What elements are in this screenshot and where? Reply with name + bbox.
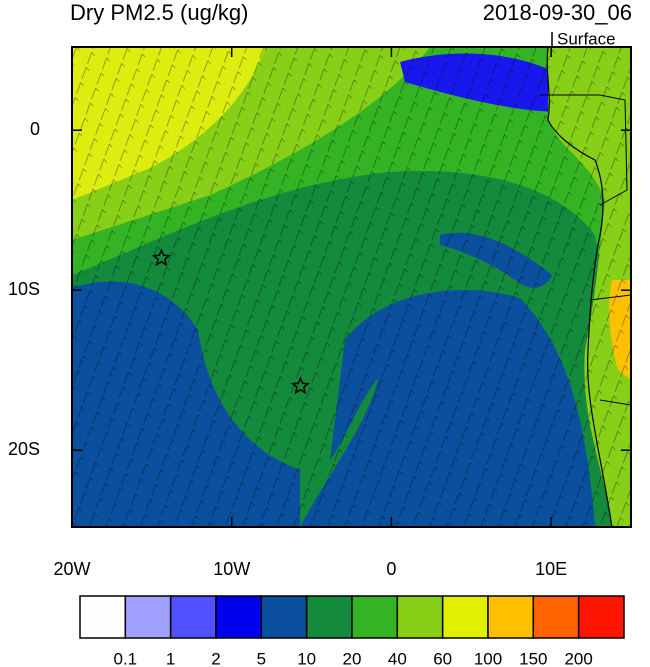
colorbar-swatch [79,595,127,639]
colorbar-label: 150 [519,649,547,667]
colorbar-swatch [396,595,444,639]
colorbar-label: 200 [564,649,592,667]
x-tick-label: 10W [213,559,250,579]
map-title: Dry PM2.5 (ug/kg) [70,0,249,25]
y-tick-label: 20S [8,439,40,459]
markers [151,248,310,395]
map-frame [71,46,632,528]
colorbar-label: 2 [211,649,220,667]
colorbar-label: 60 [433,649,452,667]
colorbar-swatch [487,595,535,639]
axes: 20W 10W 0 10E 0 10S 20S [8,47,631,579]
coastline [546,47,613,527]
colorbar-swatch [532,595,580,639]
map-level: Surface [557,29,616,48]
colorbar-swatch [260,595,308,639]
colorbar-swatch [169,595,217,639]
station-marker [151,248,171,267]
colorbar-label: 0.1 [114,649,138,667]
colorbar-label: 20 [343,649,362,667]
colorbar-label: 10 [297,649,316,667]
colorbar-swatch [351,595,399,639]
y-tick-label: 0 [30,119,40,139]
x-tick-label: 10E [535,559,567,579]
colorbar-swatch [124,595,172,639]
map-time: 2018-09-30_06 [483,0,632,25]
x-tick-label: 0 [386,559,396,579]
colorbar: 0.1 1 2 5 10 20 40 60 100 150 200 [79,595,625,667]
borders [540,94,631,406]
colorbar-swatch [577,595,625,639]
map-field [72,47,631,527]
colorbar-label: 100 [474,649,502,667]
x-tick-label: 20W [53,559,90,579]
colorbar-swatch [215,595,263,639]
y-tick-label: 10S [8,279,40,299]
colorbar-label: 1 [166,649,175,667]
colorbar-label: 40 [388,649,407,667]
wind-barbs [72,47,631,527]
station-marker [290,376,310,395]
colorbar-swatch [305,595,353,639]
colorbar-swatch [441,595,489,639]
colorbar-label: 5 [257,649,266,667]
